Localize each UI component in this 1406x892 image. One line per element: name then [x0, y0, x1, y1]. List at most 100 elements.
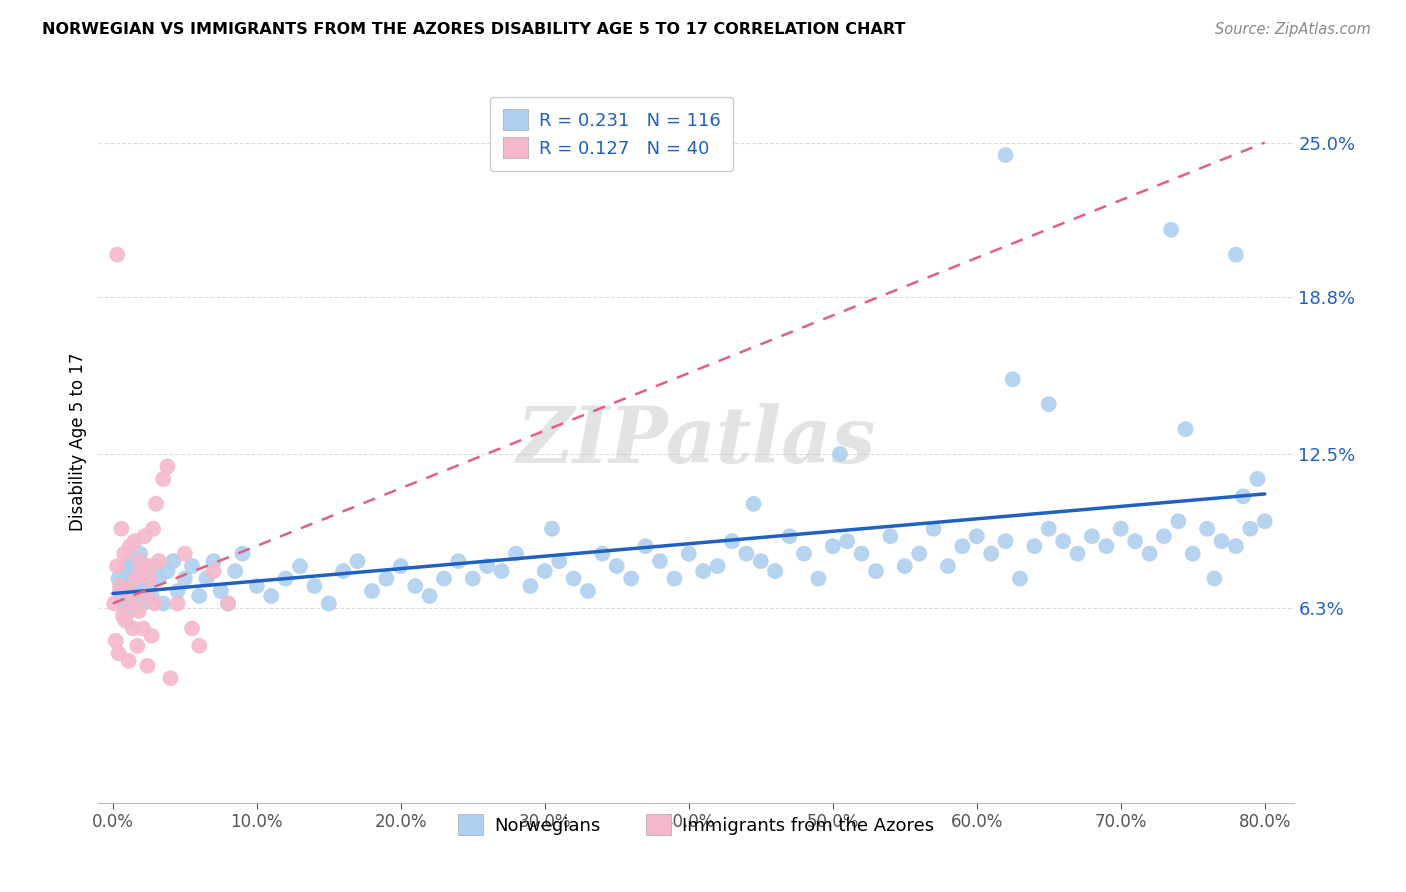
Point [114, 559, 136, 574]
Point [1174, 422, 1197, 436]
Point [678, 547, 700, 561]
Point [156, 564, 179, 578]
Point [1225, 248, 1247, 262]
Point [131, 584, 153, 599]
Point [231, 547, 253, 561]
Point [1246, 472, 1268, 486]
Point [1160, 223, 1182, 237]
Point [562, 572, 585, 586]
Point [893, 559, 915, 574]
Point [148, 572, 170, 586]
Point [721, 534, 744, 549]
Point [332, 564, 354, 578]
Point [461, 572, 484, 586]
Point [491, 564, 513, 578]
Point [145, 559, 167, 574]
Point [375, 572, 398, 586]
Point [1001, 372, 1024, 386]
Point [104, 633, 127, 648]
Point [922, 522, 945, 536]
Point [346, 554, 368, 568]
Point [591, 547, 613, 561]
Text: ZIPatlas: ZIPatlas [516, 403, 876, 480]
Point [181, 621, 204, 635]
Point [173, 547, 195, 561]
Point [110, 522, 132, 536]
Point [1139, 547, 1161, 561]
Point [980, 547, 1002, 561]
Text: NORWEGIAN VS IMMIGRANTS FROM THE AZORES DISABILITY AGE 5 TO 17 CORRELATION CHART: NORWEGIAN VS IMMIGRANTS FROM THE AZORES … [42, 22, 905, 37]
Point [1167, 514, 1189, 528]
Point [548, 554, 571, 568]
Point [1232, 489, 1254, 503]
Point [173, 572, 195, 586]
Point [908, 547, 931, 561]
Point [112, 547, 135, 561]
Point [120, 572, 142, 586]
Point [1052, 534, 1074, 549]
Point [1225, 539, 1247, 553]
Point [156, 459, 179, 474]
Point [1095, 539, 1118, 553]
Point [217, 597, 239, 611]
Point [763, 564, 786, 578]
Point [110, 589, 132, 603]
Point [620, 572, 643, 586]
Point [828, 447, 851, 461]
Point [1239, 522, 1261, 536]
Point [1109, 522, 1132, 536]
Point [148, 554, 170, 568]
Legend: Norwegians, Immigrants from the Azores: Norwegians, Immigrants from the Azores [449, 805, 943, 845]
Point [122, 621, 145, 635]
Point [749, 554, 772, 568]
Point [122, 584, 145, 599]
Point [1008, 572, 1031, 586]
Point [142, 522, 165, 536]
Point [195, 572, 218, 586]
Point [692, 564, 714, 578]
Point [138, 579, 160, 593]
Point [120, 539, 142, 553]
Point [288, 559, 311, 574]
Point [128, 604, 150, 618]
Point [114, 614, 136, 628]
Point [318, 597, 340, 611]
Point [152, 597, 174, 611]
Point [127, 589, 149, 603]
Point [447, 554, 470, 568]
Point [1066, 547, 1088, 561]
Point [865, 564, 887, 578]
Point [121, 554, 143, 568]
Point [159, 671, 181, 685]
Point [108, 579, 131, 593]
Point [143, 597, 166, 611]
Point [118, 604, 141, 618]
Point [742, 497, 765, 511]
Point [134, 529, 156, 543]
Point [664, 572, 686, 586]
Point [404, 579, 426, 593]
Point [134, 559, 156, 574]
Point [1081, 529, 1104, 543]
Point [541, 522, 564, 536]
Point [433, 572, 456, 586]
Point [107, 646, 129, 660]
Point [138, 572, 160, 586]
Point [533, 564, 555, 578]
Point [131, 564, 153, 578]
Point [936, 559, 959, 574]
Point [389, 559, 412, 574]
Point [125, 572, 148, 586]
Point [152, 472, 174, 486]
Point [124, 597, 146, 611]
Point [706, 559, 728, 574]
Point [128, 579, 150, 593]
Point [419, 589, 441, 603]
Point [837, 534, 859, 549]
Point [129, 547, 152, 561]
Point [779, 529, 801, 543]
Point [111, 609, 134, 624]
Point [181, 559, 204, 574]
Point [129, 554, 152, 568]
Point [994, 148, 1017, 162]
